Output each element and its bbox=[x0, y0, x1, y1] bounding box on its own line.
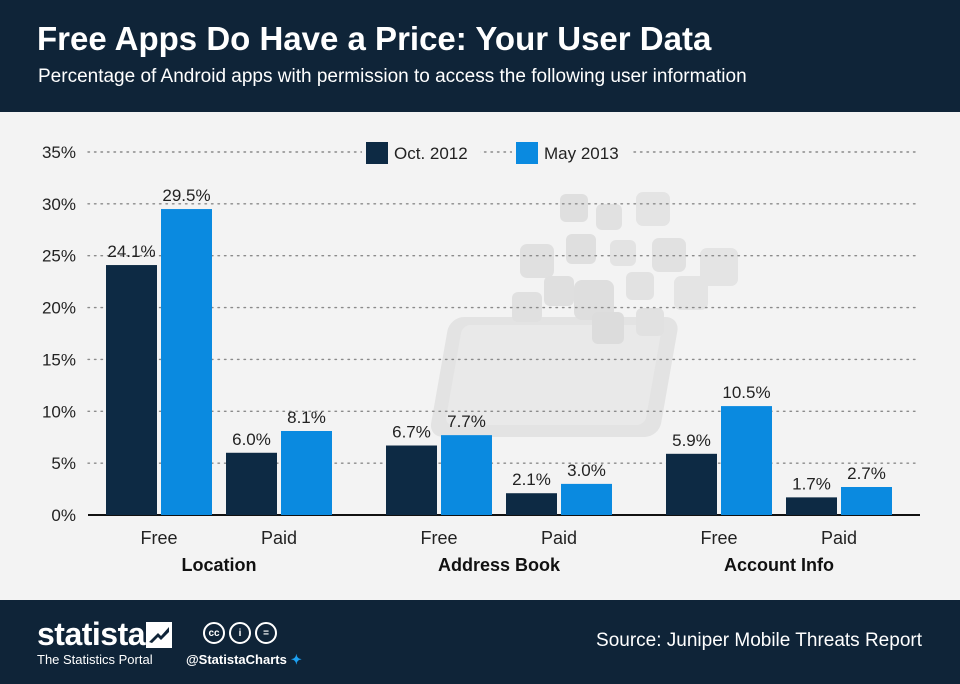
x-tick-label: Free bbox=[140, 528, 177, 548]
tablet-illustration-icon bbox=[430, 192, 738, 437]
x-tick-label: Paid bbox=[541, 528, 577, 548]
bar bbox=[161, 209, 212, 515]
bar bbox=[841, 486, 892, 515]
x-tick-label: Paid bbox=[821, 528, 857, 548]
data-label: 6.7% bbox=[392, 423, 431, 442]
twitter-handle[interactable]: @StatistaCharts ✦ bbox=[186, 652, 302, 668]
y-tick-label: 25% bbox=[42, 247, 76, 266]
legend-label: May 2013 bbox=[544, 144, 619, 163]
bar bbox=[721, 406, 772, 515]
legend: Oct. 2012 May 2013 bbox=[362, 138, 632, 168]
bar bbox=[441, 435, 492, 515]
group-label: Address Book bbox=[438, 555, 561, 575]
y-tick-label: 10% bbox=[42, 402, 76, 421]
twitter-bird-icon: ✦ bbox=[290, 652, 302, 667]
statista-tagline: The Statistics Portal bbox=[37, 652, 153, 667]
legend-label: Oct. 2012 bbox=[394, 144, 468, 163]
data-label: 29.5% bbox=[162, 186, 210, 205]
x-tick-label: Free bbox=[700, 528, 737, 548]
chart-subtitle: Percentage of Android apps with permissi… bbox=[38, 66, 747, 87]
data-label: 24.1% bbox=[107, 242, 155, 261]
bar bbox=[506, 493, 557, 515]
data-label: 6.0% bbox=[232, 430, 271, 449]
bar bbox=[386, 445, 437, 515]
x-tick-label: Paid bbox=[261, 528, 297, 548]
legend-swatch bbox=[516, 142, 538, 164]
bar bbox=[106, 265, 157, 515]
y-axis: 0% 5% 10% 15% 20% 25% 30% 35% bbox=[42, 143, 76, 525]
chart-area: 0% 5% 10% 15% 20% 25% 30% 35% 24.1% 29.5% 6.0% 8.1… bbox=[0, 112, 960, 600]
bars: 24.1% 29.5% 6.0% 8.1% 6.7% 7.7% 2.1% 3.0% 5.9% 10… bbox=[106, 186, 892, 515]
twitter-handle-text: @StatistaCharts bbox=[186, 652, 287, 667]
bar bbox=[226, 452, 277, 515]
group-label: Location bbox=[182, 555, 257, 575]
y-tick-label: 30% bbox=[42, 195, 76, 214]
statista-logo[interactable]: statista bbox=[37, 616, 146, 652]
y-tick-label: 5% bbox=[51, 454, 76, 473]
y-tick-label: 35% bbox=[42, 143, 76, 162]
bar bbox=[666, 453, 717, 515]
y-tick-label: 20% bbox=[42, 299, 76, 318]
source-note: Source: Juniper Mobile Threats Report bbox=[596, 630, 922, 651]
no-derivatives-icon: = bbox=[255, 622, 277, 644]
data-label: 7.7% bbox=[447, 412, 486, 431]
bar bbox=[281, 430, 332, 515]
statista-mark-icon bbox=[146, 622, 172, 648]
chart-title: Free Apps Do Have a Price: Your User Dat… bbox=[37, 20, 712, 57]
data-label: 10.5% bbox=[722, 383, 770, 402]
creative-commons-icons: cc i = bbox=[203, 622, 281, 644]
legend-swatch bbox=[366, 142, 388, 164]
data-label: 3.0% bbox=[567, 461, 606, 480]
cc-icon: cc bbox=[203, 622, 225, 644]
bar bbox=[786, 497, 837, 515]
y-tick-label: 0% bbox=[51, 506, 76, 525]
data-label: 2.7% bbox=[847, 464, 886, 483]
bar bbox=[561, 483, 612, 515]
attribution-icon: i bbox=[229, 622, 251, 644]
data-label: 1.7% bbox=[792, 474, 831, 493]
group-label: Account Info bbox=[724, 555, 834, 575]
data-label: 2.1% bbox=[512, 470, 551, 489]
bar-chart: 0% 5% 10% 15% 20% 25% 30% 35% 24.1% 29.5% 6.0% 8.1… bbox=[42, 138, 921, 575]
data-label: 8.1% bbox=[287, 408, 326, 427]
x-tick-label: Free bbox=[420, 528, 457, 548]
footer: statista The Statistics Portal cc i = @Sta… bbox=[0, 600, 960, 684]
header: Free Apps Do Have a Price: Your User Dat… bbox=[0, 0, 960, 112]
y-tick-label: 15% bbox=[42, 350, 76, 369]
data-label: 5.9% bbox=[672, 431, 711, 450]
